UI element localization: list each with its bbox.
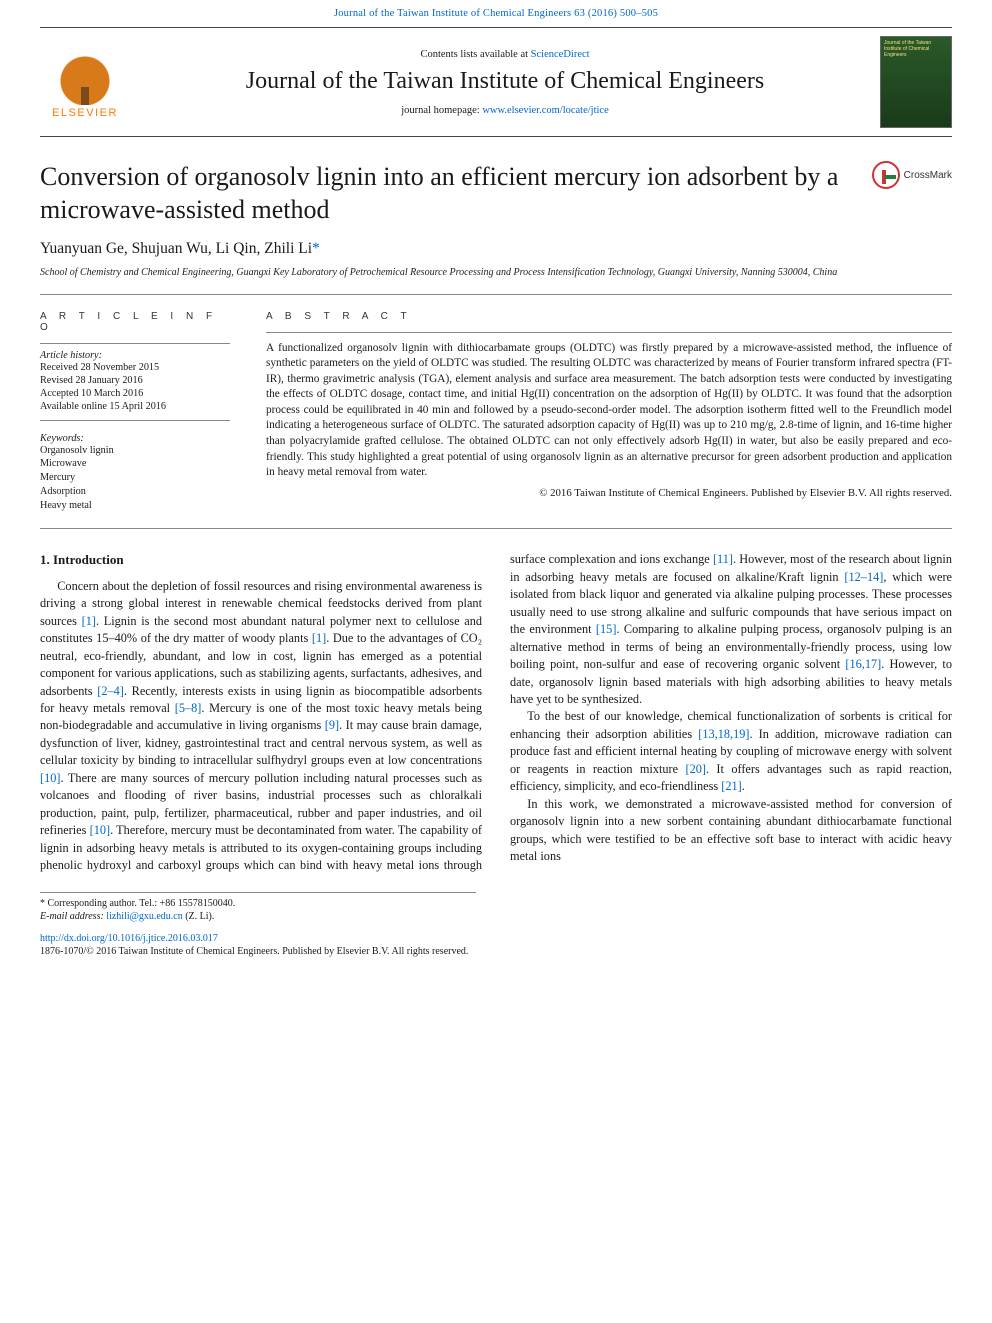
authors-text: Yuanyuan Ge, Shujuan Wu, Li Qin, Zhili L…: [40, 240, 312, 257]
history-revised: Revised 28 January 2016: [40, 374, 230, 387]
article-title: Conversion of organosolv lignin into an …: [40, 161, 852, 226]
article-info-label: A R T I C L E I N F O: [40, 311, 230, 333]
sciencedirect-link[interactable]: ScienceDirect: [531, 49, 590, 60]
elsevier-logo: ELSEVIER: [40, 45, 130, 119]
citation-link[interactable]: [15]: [596, 622, 617, 636]
journal-banner: ELSEVIER Contents lists available at Sci…: [40, 27, 952, 137]
citation-link[interactable]: [10]: [40, 771, 61, 785]
keyword: Microwave: [40, 457, 230, 471]
issn-copyright: 1876-1070/© 2016 Taiwan Institute of Che…: [40, 946, 952, 959]
journal-cover-thumb: Journal of the Taiwan Institute of Chemi…: [880, 36, 952, 128]
elsevier-wordmark: ELSEVIER: [52, 107, 118, 119]
section-heading: 1. Introduction: [40, 551, 482, 569]
crossmark-icon: [872, 161, 900, 189]
contents-prefix: Contents lists available at: [420, 49, 530, 60]
email-tail: (Z. Li).: [183, 911, 215, 922]
keyword: Heavy metal: [40, 499, 230, 513]
citation-link[interactable]: [20]: [685, 762, 706, 776]
citation-link[interactable]: [1]: [82, 614, 96, 628]
corresponding-marker[interactable]: *: [312, 240, 320, 257]
affiliation: School of Chemistry and Chemical Enginee…: [40, 266, 952, 280]
body-paragraph: In this work, we demonstrated a microwav…: [510, 796, 952, 866]
article-info-column: A R T I C L E I N F O Article history: R…: [40, 295, 248, 529]
citation-link[interactable]: [2–4]: [97, 684, 124, 698]
citation-link[interactable]: [12–14]: [844, 570, 883, 584]
citation-link[interactable]: [10]: [90, 823, 111, 837]
article-header: Conversion of organosolv lignin into an …: [40, 161, 952, 295]
abstract-label: A B S T R A C T: [266, 311, 952, 322]
running-header-link[interactable]: Journal of the Taiwan Institute of Chemi…: [334, 8, 658, 19]
email-link[interactable]: lizhili@gxu.edu.cn: [106, 911, 182, 922]
corr-text: Corresponding author. Tel.: +86 15578150…: [48, 898, 236, 909]
article-history: Article history: Received 28 November 20…: [40, 343, 230, 421]
homepage-link[interactable]: www.elsevier.com/locate/jtice: [482, 105, 608, 116]
banner-center: Contents lists available at ScienceDirec…: [142, 49, 868, 116]
history-received: Received 28 November 2015: [40, 361, 230, 374]
email-label: E-mail address:: [40, 911, 106, 922]
info-abstract-row: A R T I C L E I N F O Article history: R…: [40, 295, 952, 530]
keyword: Adsorption: [40, 485, 230, 499]
abstract-text: A functionalized organosolv lignin with …: [266, 341, 952, 481]
abstract-column: A B S T R A C T A functionalized organos…: [248, 295, 952, 529]
keyword: Organosolv lignin: [40, 444, 230, 458]
citation-link[interactable]: [16,17]: [845, 657, 881, 671]
homepage-line: journal homepage: www.elsevier.com/locat…: [142, 105, 868, 116]
keywords-block: Keywords: Organosolv lignin Microwave Me…: [40, 433, 230, 513]
citation-link[interactable]: [21]: [721, 779, 742, 793]
crossmark-badge[interactable]: CrossMark: [872, 161, 952, 189]
history-heading: Article history:: [40, 350, 102, 361]
corr-star: *: [40, 898, 48, 909]
abstract-copyright: © 2016 Taiwan Institute of Chemical Engi…: [266, 487, 952, 499]
citation-link[interactable]: [9]: [325, 718, 339, 732]
citation-link[interactable]: [1]: [312, 631, 326, 645]
running-header: Journal of the Taiwan Institute of Chemi…: [0, 0, 992, 23]
article-body: 1. Introduction Concern about the deplet…: [40, 551, 952, 874]
citation-link[interactable]: [13,18,19]: [698, 727, 749, 741]
author-list: Yuanyuan Ge, Shujuan Wu, Li Qin, Zhili L…: [40, 240, 952, 258]
keywords-heading: Keywords:: [40, 433, 84, 444]
body-paragraph: To the best of our knowledge, chemical f…: [510, 708, 952, 795]
correspondence-footnote: * Corresponding author. Tel.: +86 155781…: [40, 892, 476, 923]
keyword: Mercury: [40, 471, 230, 485]
citation-link[interactable]: [5–8]: [175, 701, 202, 715]
doi-link[interactable]: http://dx.doi.org/10.1016/j.jtice.2016.0…: [40, 933, 218, 944]
elsevier-tree-icon: [55, 45, 115, 105]
footer-block: http://dx.doi.org/10.1016/j.jtice.2016.0…: [40, 933, 952, 958]
history-accepted: Accepted 10 March 2016: [40, 387, 230, 400]
contents-line: Contents lists available at ScienceDirec…: [142, 49, 868, 60]
journal-name: Journal of the Taiwan Institute of Chemi…: [142, 68, 868, 95]
crossmark-label: CrossMark: [904, 170, 952, 181]
homepage-prefix: journal homepage:: [401, 105, 482, 116]
history-online: Available online 15 April 2016: [40, 400, 230, 413]
citation-link[interactable]: [11]: [713, 552, 733, 566]
